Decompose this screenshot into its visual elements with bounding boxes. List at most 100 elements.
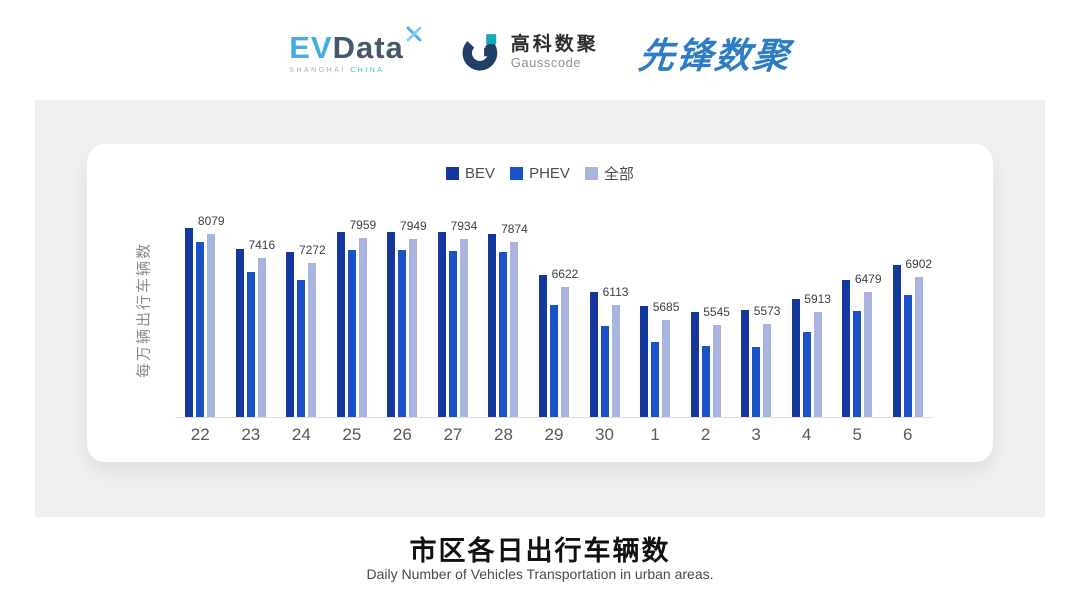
bar-phev-26[interactable] [398, 250, 407, 417]
bar-group-3: 5573 [731, 220, 782, 417]
bar-all-4[interactable] [813, 312, 822, 417]
bar-bev-22[interactable] [185, 228, 194, 417]
bar-all-6[interactable] [914, 277, 923, 417]
page-title: 市区各日出行车辆数 [409, 536, 671, 566]
bar-bev-23[interactable] [235, 249, 244, 417]
x-tick-1: 1 [650, 425, 660, 444]
bar-all-27[interactable] [459, 239, 468, 417]
bar-all-24[interactable] [308, 263, 317, 417]
bar-bev-27[interactable] [437, 232, 446, 417]
bar-phev-3[interactable] [752, 347, 761, 417]
x-tick-4: 4 [801, 425, 812, 444]
bar-all-1[interactable] [662, 320, 671, 417]
y-axis-label: 每万辆出行车辆数 [135, 241, 153, 379]
bar-all-28[interactable] [510, 242, 519, 417]
bar-value-label-2: 5545 [703, 305, 730, 319]
bar-bev-29[interactable] [538, 275, 547, 417]
bar-group-27: 7934 [428, 219, 479, 417]
bar-group-2: 5545 [680, 220, 731, 417]
bar-value-label-5: 6479 [854, 272, 882, 286]
legend-item-phev[interactable]: PHEV [510, 165, 570, 182]
bar-phev-1[interactable] [651, 342, 660, 417]
gausscode-g-icon [462, 31, 502, 76]
x-tick-27: 27 [443, 425, 463, 444]
x-tick-22: 22 [190, 425, 210, 444]
page-subtitle: Daily Number of Vehicles Transportation … [366, 566, 714, 582]
evdata-subtitle: SHANGHAI CHINA [289, 67, 422, 74]
bar-bev-30[interactable] [589, 292, 598, 417]
header: EV Data SHANGHAI CHINA [0, 22, 1080, 84]
evdata-sub-right: CHINA [350, 67, 385, 74]
bar-value-label-25: 7959 [349, 218, 377, 232]
bar-group-28: 7874 [478, 220, 529, 417]
evdata-data-text: Data [332, 30, 404, 65]
bar-group-6: 6902 [882, 220, 933, 417]
x-tick-23: 23 [241, 425, 261, 444]
plot-area: 8079 7416 7272 7959 7949 7934 7874 6622 6113 5685… [175, 214, 933, 418]
bar-phev-27[interactable] [448, 251, 457, 417]
bar-phev-28[interactable] [499, 252, 508, 417]
bar-all-2[interactable] [712, 325, 721, 417]
bar-phev-24[interactable] [297, 280, 306, 417]
bar-all-23[interactable] [257, 258, 266, 417]
legend-swatch-bev [446, 167, 460, 180]
evdata-x-star-icon [406, 26, 422, 46]
gausscode-cn-text: 高科数聚 [510, 34, 599, 56]
x-tick-29: 29 [544, 425, 564, 444]
bar-group-29: 6622 [529, 220, 580, 417]
bar-all-29[interactable] [560, 287, 569, 417]
bar-phev-22[interactable] [196, 242, 205, 417]
bar-group-24: 7272 [276, 220, 327, 417]
bar-bev-24[interactable] [286, 252, 295, 417]
bar-bev-4[interactable] [791, 299, 800, 417]
x-tick-3: 3 [751, 425, 761, 444]
bar-bev-2[interactable] [690, 312, 699, 417]
bar-phev-2[interactable] [701, 346, 710, 417]
bar-bev-26[interactable] [387, 232, 396, 417]
bar-all-22[interactable] [207, 234, 216, 417]
bar-value-label-28: 7874 [501, 222, 528, 236]
bar-bev-3[interactable] [741, 310, 750, 417]
bar-group-22: 8079 [175, 214, 226, 417]
bar-bev-1[interactable] [640, 306, 649, 417]
bar-phev-6[interactable] [903, 295, 912, 417]
bar-phev-4[interactable] [802, 332, 811, 417]
evdata-sub-left: SHANGHAI [289, 67, 346, 74]
evdata-ev-text: EV [289, 30, 333, 65]
bar-value-label-24: 7272 [298, 243, 326, 257]
bar-phev-25[interactable] [347, 250, 356, 417]
bar-value-label-3: 5573 [753, 304, 781, 318]
bar-value-label-26: 7949 [400, 219, 427, 233]
legend-item-all[interactable]: 全部 [584, 163, 634, 184]
bar-value-label-6: 6902 [905, 257, 933, 271]
bar-all-5[interactable] [864, 292, 873, 417]
bar-bev-25[interactable] [336, 232, 345, 417]
bar-value-label-23: 7416 [248, 238, 276, 252]
bar-phev-30[interactable] [600, 326, 609, 417]
legend-label-all: 全部 [603, 166, 634, 183]
x-tick-26: 26 [392, 425, 412, 444]
legend-label-phev: PHEV [529, 165, 570, 182]
bar-bev-28[interactable] [488, 234, 497, 417]
bar-phev-23[interactable] [246, 272, 255, 417]
legend-swatch-all [584, 167, 598, 180]
bar-all-26[interactable] [409, 239, 418, 417]
bar-group-23: 7416 [226, 220, 277, 417]
x-tick-5: 5 [852, 425, 862, 444]
bar-all-25[interactable] [358, 238, 367, 417]
x-tick-6: 6 [902, 425, 913, 444]
bar-bev-5[interactable] [842, 280, 851, 417]
bar-all-3[interactable] [763, 324, 772, 417]
bar-phev-5[interactable] [853, 311, 862, 417]
gausscode-logo: 高科数聚 Gausscode [462, 31, 599, 76]
bar-phev-29[interactable] [549, 305, 558, 417]
x-tick-24: 24 [291, 425, 311, 444]
bar-group-30: 6113 [579, 220, 630, 417]
legend-item-bev[interactable]: BEV [446, 165, 495, 182]
bar-value-label-22: 8079 [197, 214, 225, 228]
bar-value-label-1: 5685 [652, 300, 680, 314]
x-tick-30: 30 [595, 425, 614, 444]
bar-bev-6[interactable] [892, 265, 901, 417]
bar-all-30[interactable] [611, 305, 620, 417]
